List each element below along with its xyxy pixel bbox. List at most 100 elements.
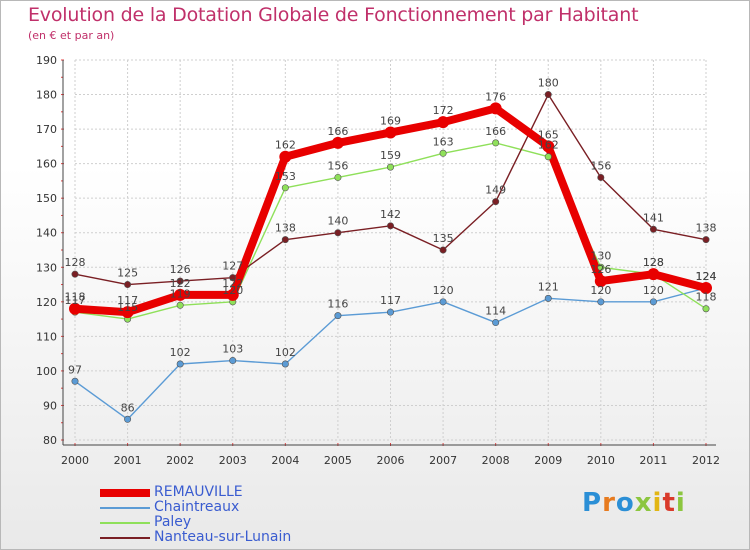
chart-subtitle: (en € et par an) xyxy=(28,29,115,42)
data-label: 163 xyxy=(433,135,454,148)
data-point xyxy=(71,270,79,278)
data-label: 120 xyxy=(433,284,454,297)
data-label: 124 xyxy=(696,270,717,283)
data-label: 103 xyxy=(222,343,243,356)
x-tick-label: 2010 xyxy=(587,454,615,467)
data-point xyxy=(492,198,500,206)
data-label: 124 xyxy=(696,270,717,283)
data-label: 162 xyxy=(275,139,296,152)
data-label: 169 xyxy=(380,115,401,128)
data-label: 138 xyxy=(275,222,296,235)
chart-title: Evolution de la Dotation Globale de Fonc… xyxy=(28,4,639,26)
data-point xyxy=(437,116,450,129)
data-label: 142 xyxy=(380,208,401,221)
data-point xyxy=(226,288,239,301)
data-label: 122 xyxy=(170,277,191,290)
data-label: 97 xyxy=(68,363,82,376)
y-tick-label: 140 xyxy=(36,227,57,240)
brand-letter: o xyxy=(615,488,635,518)
data-label: 172 xyxy=(433,104,454,117)
data-label: 135 xyxy=(433,232,454,245)
data-label: 120 xyxy=(222,284,243,297)
data-point xyxy=(544,294,552,302)
data-label: 141 xyxy=(643,211,664,224)
brand-letter: t xyxy=(662,488,676,518)
data-point xyxy=(279,150,292,163)
data-label: 118 xyxy=(65,291,86,304)
data-label: 86 xyxy=(121,401,135,414)
data-point xyxy=(649,298,657,306)
data-point xyxy=(71,377,79,385)
data-label: 165 xyxy=(538,128,559,141)
data-label: 126 xyxy=(170,263,191,276)
y-tick-label: 90 xyxy=(43,399,57,412)
data-label: 116 xyxy=(327,298,348,311)
legend-label: REMAUVILLE xyxy=(154,484,243,500)
x-tick-label: 2009 xyxy=(534,454,562,467)
data-label: 118 xyxy=(696,291,717,304)
y-tick-label: 160 xyxy=(36,158,57,171)
data-point xyxy=(597,263,605,271)
y-tick-label: 130 xyxy=(36,261,57,274)
brand-letter: x xyxy=(634,488,653,518)
data-point xyxy=(334,173,342,181)
data-point xyxy=(492,319,500,327)
y-tick-label: 150 xyxy=(36,192,57,205)
data-point xyxy=(331,136,344,149)
data-point xyxy=(544,91,552,99)
data-point xyxy=(229,357,237,365)
data-label: 125 xyxy=(117,267,138,280)
brand-letter: P xyxy=(582,488,603,518)
x-tick-label: 2000 xyxy=(61,454,89,467)
legend-swatch xyxy=(100,537,150,539)
data-point xyxy=(597,298,605,306)
data-label: 102 xyxy=(275,346,296,359)
data-label: 128 xyxy=(643,256,664,269)
data-point xyxy=(384,126,397,139)
y-tick-label: 100 xyxy=(36,365,57,378)
data-label: 180 xyxy=(538,77,559,90)
data-label: 149 xyxy=(485,184,506,197)
data-point xyxy=(702,305,710,313)
y-tick-label: 170 xyxy=(36,123,57,136)
data-label: 166 xyxy=(327,125,348,138)
data-point xyxy=(69,302,81,315)
data-label: 159 xyxy=(380,149,401,162)
x-tick-label: 2002 xyxy=(166,454,194,467)
data-label: 117 xyxy=(65,294,86,307)
data-point xyxy=(544,153,552,161)
data-point xyxy=(176,360,184,368)
data-point xyxy=(281,236,289,244)
data-label: 176 xyxy=(485,90,506,103)
y-tick-label: 120 xyxy=(36,296,57,309)
brand-letter: i xyxy=(652,488,663,518)
data-point xyxy=(439,298,447,306)
y-tick-label: 180 xyxy=(36,89,57,102)
data-point xyxy=(492,139,500,147)
data-point xyxy=(334,312,342,320)
legend-label: Chaintreaux xyxy=(154,499,240,515)
data-label: 162 xyxy=(538,139,559,152)
data-point xyxy=(542,140,555,153)
data-point xyxy=(594,275,607,288)
data-label: 120 xyxy=(590,284,611,297)
axes: 80 90 100 110 120 130 140 150 160 170 180 190 2000 20… xyxy=(36,54,720,467)
data-label: 122 xyxy=(222,277,243,290)
data-point xyxy=(439,149,447,157)
data-label: 114 xyxy=(485,305,506,318)
data-point xyxy=(386,222,394,230)
data-point xyxy=(281,184,289,192)
legend-label: Paley xyxy=(154,514,192,530)
x-tick-label: 2007 xyxy=(429,454,457,467)
x-tick-label: 2004 xyxy=(271,454,299,467)
data-point xyxy=(597,173,605,181)
data-point xyxy=(281,360,289,368)
data-label: 121 xyxy=(538,280,559,293)
data-label: 156 xyxy=(590,159,611,172)
data-label: 156 xyxy=(327,159,348,172)
grid-lines xyxy=(74,59,707,441)
data-label: 153 xyxy=(275,170,296,183)
brand-letter: r xyxy=(602,488,616,518)
